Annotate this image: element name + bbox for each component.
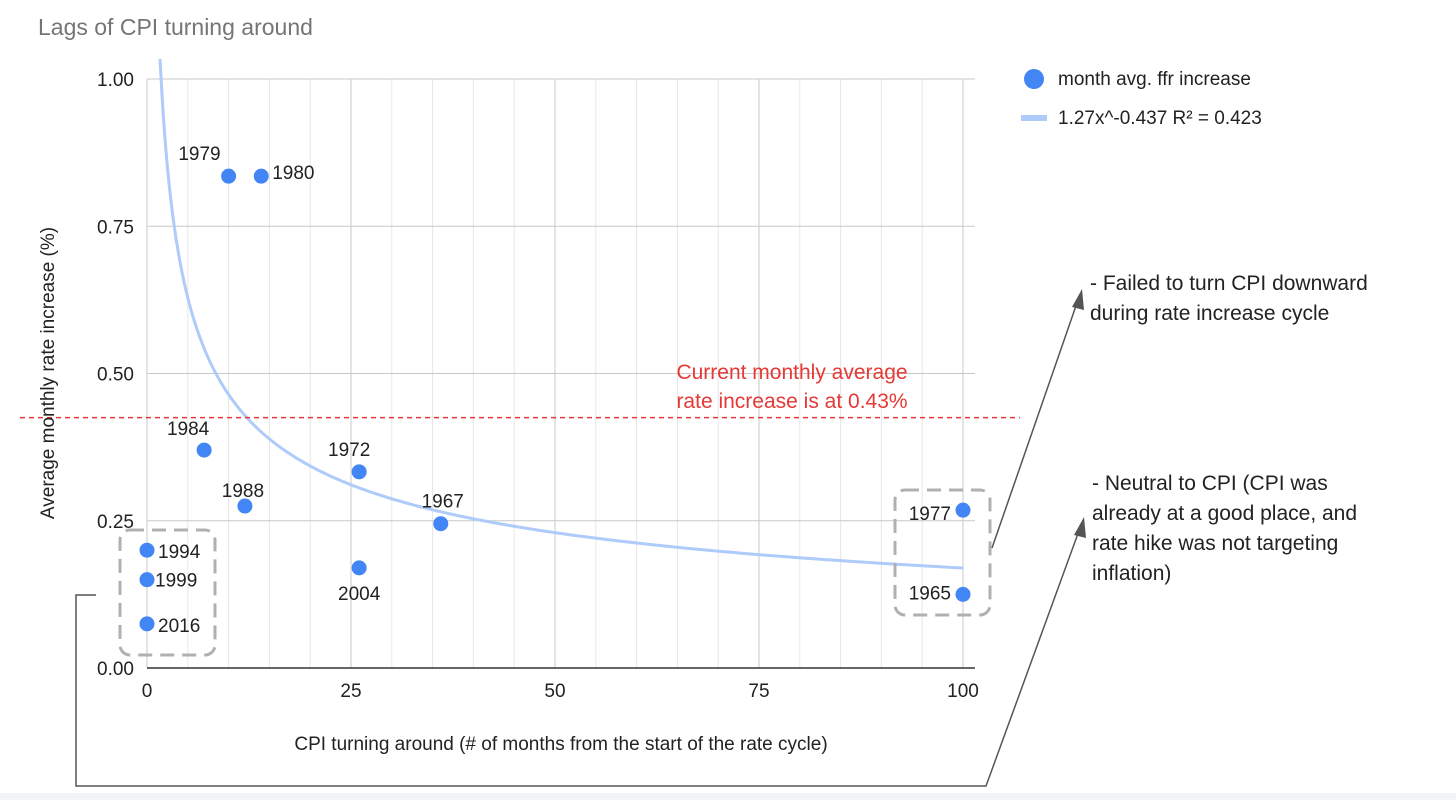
annotation-neutral-line3: rate hike was not targeting [1092, 532, 1338, 555]
x-tick-label: 75 [748, 681, 769, 702]
neutral-arrowhead [1074, 517, 1086, 538]
data-point-1994 [139, 542, 155, 558]
data-point-1988 [237, 498, 253, 514]
data-point-1967 [433, 516, 449, 532]
annotation-failed: - Failed to turn CPI downward during rat… [1090, 272, 1368, 325]
legend-label-scatter: month avg. ffr increase [1058, 69, 1251, 90]
x-tick-label: 25 [340, 681, 361, 702]
annotation-neutral-line1: - Neutral to CPI (CPI was [1092, 472, 1328, 495]
y-tick-label: 0.50 [97, 365, 134, 386]
y-axis-label: Average monthly rate increase (%) [38, 227, 59, 519]
failed-arrowhead [1072, 289, 1084, 310]
data-point-1977 [955, 502, 971, 518]
neutral-connector-line [75, 527, 1081, 787]
data-label-2016: 2016 [158, 616, 200, 637]
x-tick-label: 100 [947, 681, 979, 702]
legend-label-trendline: 1.27x^-0.437 R² = 0.423 [1058, 108, 1262, 129]
legend-marker-scatter [1024, 69, 1044, 89]
y-tick-label: 0.00 [97, 659, 134, 680]
legend: month avg. ffr increase 1.27x^-0.437 R² … [1021, 69, 1262, 129]
group-box-zero-month [118, 528, 217, 657]
data-point-1999 [139, 572, 155, 588]
chart-title: Lags of CPI turning around [38, 14, 313, 40]
data-point-1979 [221, 168, 237, 184]
reference-line-label-line2: rate increase is at 0.43% [676, 390, 907, 413]
failed-arrow-line [991, 299, 1079, 549]
data-label-1979: 1979 [178, 144, 220, 165]
annotation-failed-line1: - Failed to turn CPI downward [1090, 272, 1368, 295]
y-tick-label: 0.75 [97, 217, 134, 238]
data-label-1977: 1977 [909, 504, 951, 525]
annotation-failed-line2: during rate increase cycle [1090, 302, 1329, 325]
data-label-1994: 1994 [158, 542, 201, 563]
trendline [158, 58, 964, 570]
data-label-1984: 1984 [167, 419, 210, 440]
data-label-1980: 1980 [272, 163, 314, 184]
group-box-hundred-month [893, 488, 992, 617]
data-point-1980 [253, 168, 269, 184]
x-tick-label: 50 [544, 681, 565, 702]
data-point-1984 [196, 442, 212, 458]
data-point-1965 [955, 586, 971, 602]
y-tick-label: 0.25 [97, 512, 134, 533]
data-point-1972 [351, 464, 367, 480]
annotation-neutral: - Neutral to CPI (CPI was already at a g… [1092, 472, 1357, 585]
data-label-2004: 2004 [338, 584, 381, 605]
annotation-neutral-line4: inflation) [1092, 562, 1171, 585]
data-label-1972: 1972 [328, 440, 370, 461]
data-label-1967: 1967 [422, 492, 464, 513]
data-label-1999: 1999 [155, 571, 197, 592]
legend-marker-trendline [1021, 115, 1047, 121]
annotation-neutral-line2: already at a good place, and [1092, 502, 1357, 525]
data-label-1988: 1988 [222, 481, 264, 502]
data-point-2004 [351, 560, 367, 576]
x-tick-label: 0 [142, 681, 153, 702]
x-axis-label: CPI turning around (# of months from the… [294, 734, 827, 755]
y-tick-label: 1.00 [97, 70, 134, 91]
bottom-strip [0, 793, 1456, 800]
reference-line-label-line1: Current monthly average [676, 361, 907, 384]
data-point-2016 [139, 616, 155, 632]
data-label-1965: 1965 [909, 583, 951, 604]
